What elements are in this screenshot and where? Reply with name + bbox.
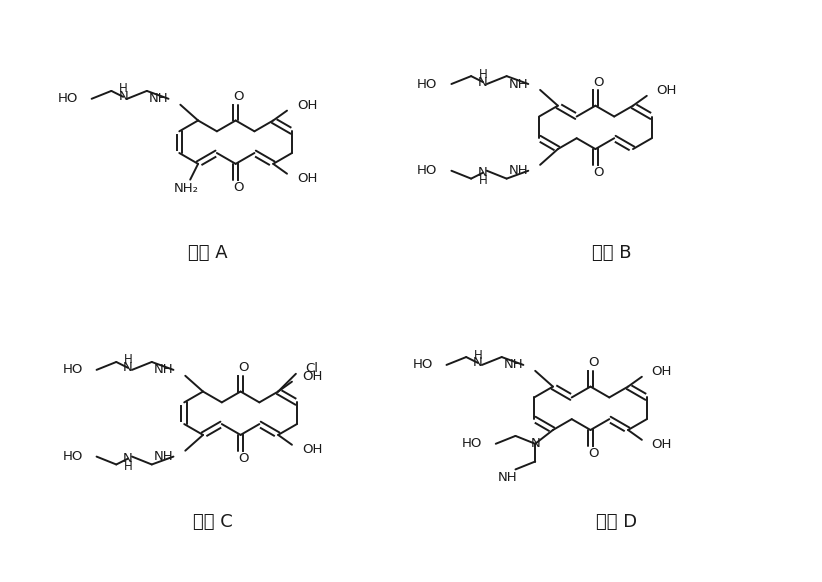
Text: 杂质 C: 杂质 C bbox=[193, 513, 233, 531]
Text: OH: OH bbox=[652, 365, 672, 378]
Text: H: H bbox=[124, 353, 132, 367]
Text: NH: NH bbox=[498, 471, 517, 484]
Text: OH: OH bbox=[297, 172, 317, 185]
Text: OH: OH bbox=[302, 443, 322, 456]
Text: O: O bbox=[238, 452, 249, 465]
Text: OH: OH bbox=[657, 84, 677, 97]
Text: NH: NH bbox=[504, 359, 524, 371]
Text: H: H bbox=[473, 349, 483, 361]
Text: H: H bbox=[478, 174, 487, 187]
Text: O: O bbox=[233, 181, 244, 194]
Text: O: O bbox=[238, 361, 249, 374]
Text: N: N bbox=[478, 76, 487, 88]
Text: NH: NH bbox=[154, 450, 173, 463]
Text: OH: OH bbox=[302, 370, 322, 384]
Text: N: N bbox=[478, 166, 487, 179]
Text: O: O bbox=[593, 76, 603, 88]
Text: NH: NH bbox=[509, 77, 529, 91]
Text: O: O bbox=[233, 90, 244, 104]
Text: HO: HO bbox=[462, 437, 482, 450]
Text: OH: OH bbox=[652, 438, 672, 451]
Text: H: H bbox=[124, 460, 132, 473]
Text: N: N bbox=[123, 452, 133, 465]
Text: H: H bbox=[119, 83, 127, 95]
Text: Cl: Cl bbox=[306, 363, 319, 375]
Text: N: N bbox=[123, 361, 133, 374]
Text: NH: NH bbox=[509, 164, 529, 178]
Text: N: N bbox=[118, 90, 128, 104]
Text: N: N bbox=[473, 356, 483, 370]
Text: HO: HO bbox=[413, 359, 432, 371]
Text: HO: HO bbox=[62, 363, 83, 377]
Text: NH: NH bbox=[149, 93, 169, 105]
Text: O: O bbox=[589, 447, 598, 460]
Text: 杂质 D: 杂质 D bbox=[597, 513, 638, 531]
Text: N: N bbox=[530, 437, 540, 450]
Text: NH₂: NH₂ bbox=[173, 182, 199, 195]
Text: OH: OH bbox=[297, 99, 317, 112]
Text: O: O bbox=[593, 166, 603, 179]
Text: HO: HO bbox=[62, 450, 83, 463]
Text: NH: NH bbox=[154, 363, 173, 377]
Text: HO: HO bbox=[418, 164, 437, 178]
Text: H: H bbox=[478, 68, 487, 81]
Text: HO: HO bbox=[418, 77, 437, 91]
Text: O: O bbox=[589, 356, 598, 370]
Text: HO: HO bbox=[58, 93, 78, 105]
Text: 杂质 A: 杂质 A bbox=[188, 243, 228, 261]
Text: 杂质 B: 杂质 B bbox=[593, 243, 632, 261]
